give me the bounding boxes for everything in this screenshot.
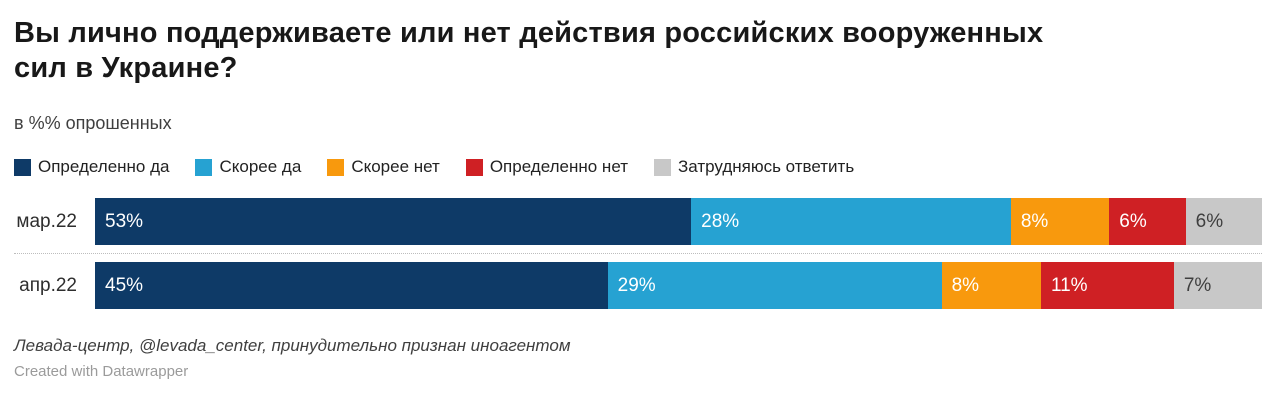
legend-swatch-icon (654, 158, 671, 176)
legend: Определенно да Скорее да Скорее нет Определ… (14, 157, 1262, 177)
chart-subtitle: в %% опрошенных (14, 113, 172, 133)
stacked-bar: 53% 28% 8% 6% 6% (95, 198, 1262, 245)
bar-rows: мар.22 53% 28% 8% 6% 6% апр.22 45% 29% 8% 11% 7% (14, 198, 1263, 309)
bar-row-мар.22: мар.22 53% 28% 8% 6% 6% (14, 198, 1262, 245)
bar-segment: 28% (691, 198, 1011, 245)
bar-segment: 11% (1040, 262, 1174, 309)
legend-swatch-icon (195, 158, 213, 176)
row-label: апр.22 (19, 274, 77, 296)
bar-segment: 6% (1109, 198, 1186, 245)
legend-item-2: Скорее нет (327, 157, 440, 177)
legend-swatch-icon (14, 158, 31, 176)
bar-segment: 6% (1185, 198, 1262, 245)
datawrapper-attribution-link[interactable]: Created with Datawrapper (14, 363, 189, 380)
chart-title-line2: сил в Украине? (14, 52, 238, 84)
bar-segment: 8% (1010, 198, 1110, 245)
chart-title-line1: Вы лично поддерживаете или нет действия … (14, 17, 1044, 49)
legend-item-4: Затрудняюсь ответить (654, 157, 854, 177)
legend-item-1: Скорее да (195, 157, 301, 177)
bar-segment: 29% (607, 262, 942, 309)
row-separator (14, 253, 1262, 254)
legend-label: Затрудняюсь ответить (678, 157, 855, 176)
row-label: мар.22 (16, 210, 77, 232)
bar-row-апр.22: апр.22 45% 29% 8% 11% 7% (14, 262, 1263, 309)
legend-label: Определенно да (38, 157, 170, 176)
legend-label: Скорее да (219, 157, 302, 176)
bar-segment: 45% (95, 262, 608, 309)
legend-label: Определенно нет (489, 157, 628, 176)
bar-segment: 8% (941, 262, 1041, 309)
source-note: Левада-центр, @levada_center, принудител… (14, 336, 571, 355)
legend-item-3: Определенно нет (465, 157, 628, 177)
legend-swatch-icon (327, 158, 345, 176)
chart-title: Вы лично поддерживаете или нет действия … (14, 16, 1262, 86)
legend-swatch-icon (465, 158, 483, 176)
bar-segment: 7% (1173, 262, 1263, 309)
bar-segment: 53% (95, 198, 692, 245)
stacked-bar: 45% 29% 8% 11% 7% (95, 262, 1263, 309)
legend-item-0: Определенно да (14, 157, 169, 177)
legend-label: Скорее нет (351, 157, 440, 176)
